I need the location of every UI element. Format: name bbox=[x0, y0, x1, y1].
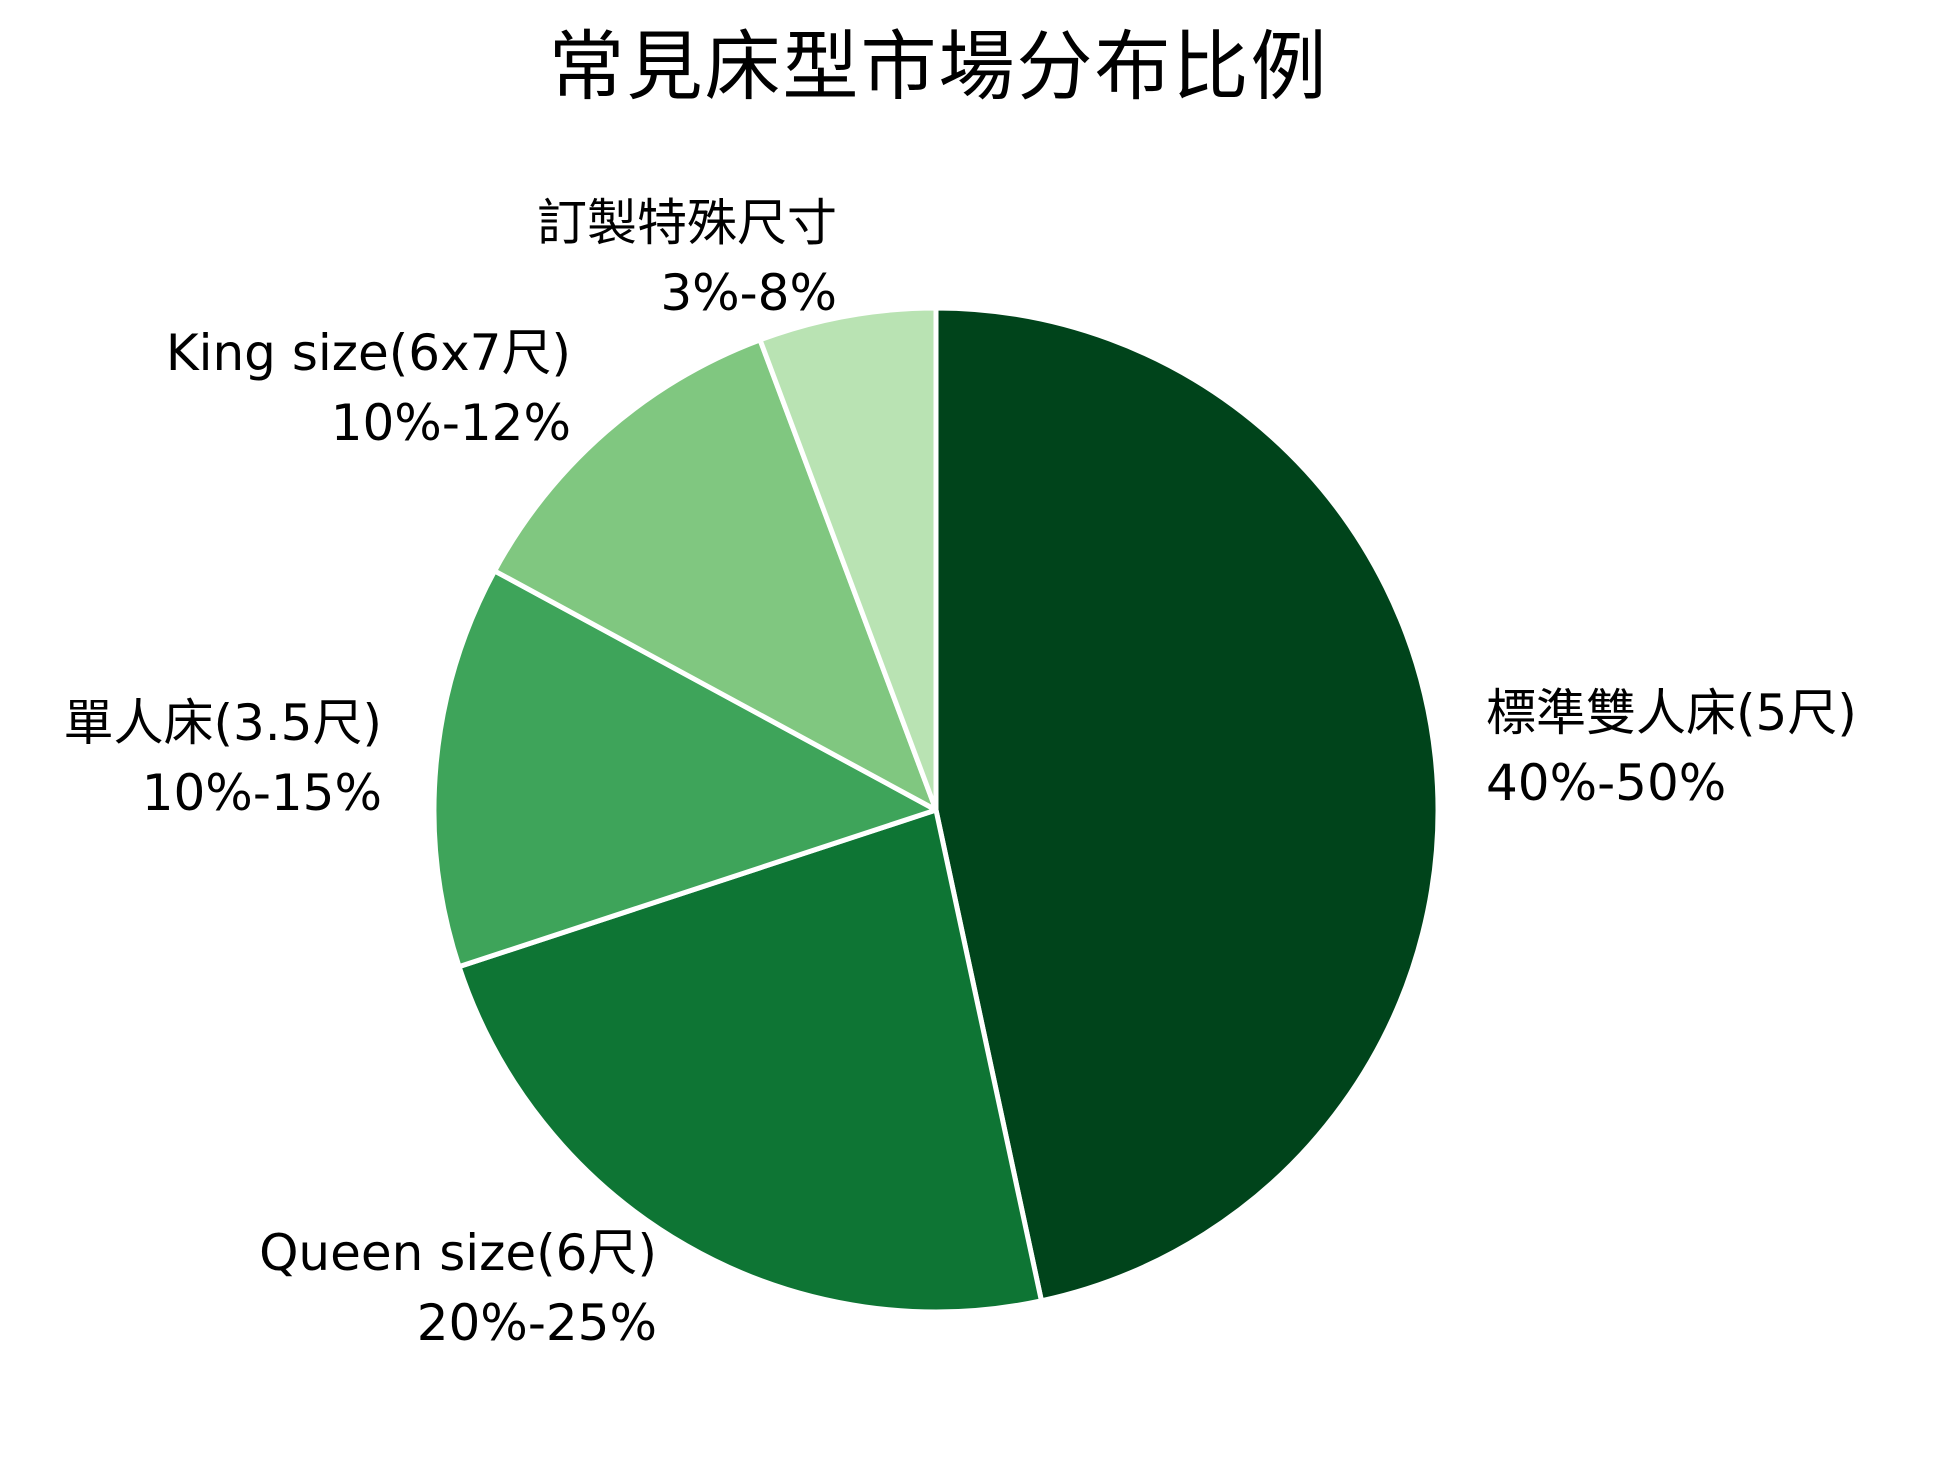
slice-label-name: 標準雙人床(5尺) bbox=[1486, 684, 1857, 742]
slice-label-name: 單人床(3.5尺) bbox=[63, 694, 382, 752]
slice-label-range: 10%-15% bbox=[141, 764, 382, 822]
slice-label-name: Queen size(6尺) bbox=[259, 1224, 657, 1282]
pie-slice bbox=[431, 568, 939, 970]
slice-label-standard-double: 標準雙人床(5尺) 40%-50% bbox=[1486, 678, 1857, 818]
pie-slice bbox=[757, 305, 939, 813]
slice-label-name: 訂製特殊尺寸 bbox=[537, 194, 837, 252]
slice-label-king: King size(6x7尺) 10%-12% bbox=[166, 318, 571, 458]
slice-label-name: King size(6x7尺) bbox=[165, 324, 571, 382]
slice-label-range: 40%-50% bbox=[1486, 754, 1727, 812]
pie-slice bbox=[492, 337, 939, 813]
slice-label-range: 10%-12% bbox=[330, 394, 571, 452]
slice-label-single: 單人床(3.5尺) 10%-15% bbox=[63, 688, 382, 828]
slice-label-range: 3%-8% bbox=[660, 264, 837, 322]
slice-label-range: 20%-25% bbox=[416, 1294, 657, 1352]
slice-label-queen: Queen size(6尺) 20%-25% bbox=[259, 1218, 657, 1358]
pie-slice bbox=[933, 305, 1441, 1304]
chart-title: 常見床型市場分布比例 bbox=[548, 22, 1329, 111]
slice-label-custom: 訂製特殊尺寸 3%-8% bbox=[537, 188, 837, 328]
pie-slice bbox=[456, 807, 1044, 1315]
